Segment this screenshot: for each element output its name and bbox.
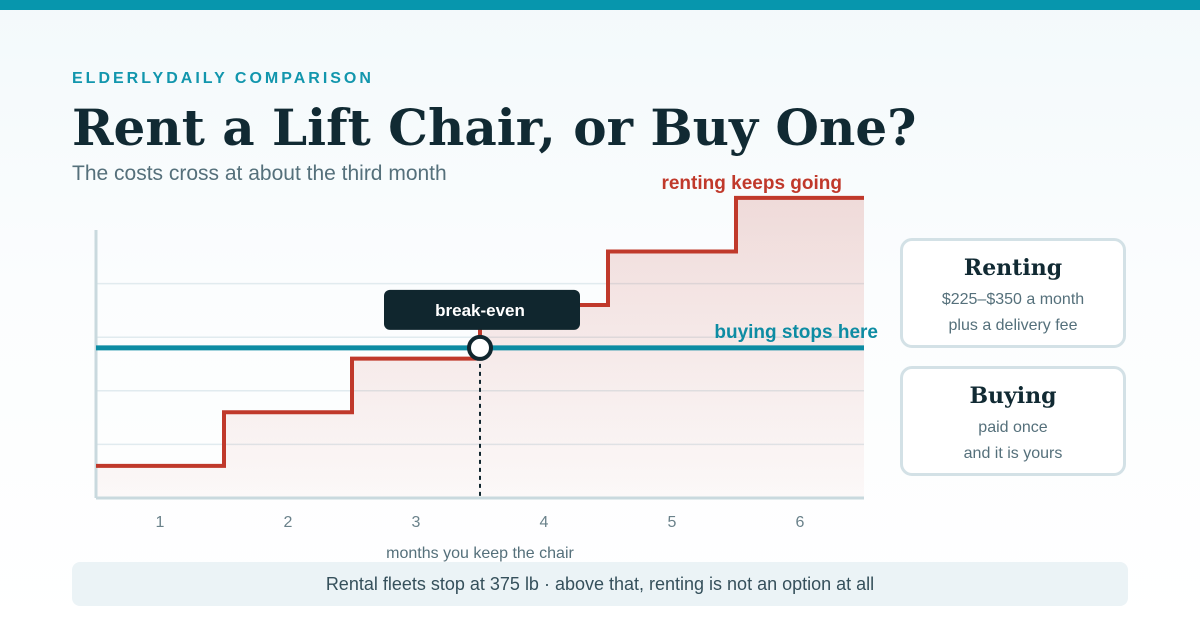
renting-cost-line bbox=[96, 195, 864, 468]
page-subtitle: The costs cross at about the third month bbox=[72, 162, 447, 185]
x-axis-label: months you keep the chair bbox=[386, 545, 574, 562]
buying-card-payment: paid once bbox=[978, 419, 1048, 436]
weight-limit-note: Rental fleets stop at 375 lb · above tha… bbox=[72, 562, 1128, 606]
x-tick-label: 3 bbox=[412, 514, 421, 531]
x-tick-labels: 1 2 3 4 5 6 bbox=[156, 514, 805, 531]
renting-card: Renting $225–$350 a month plus a deliver… bbox=[900, 238, 1126, 348]
renting-card-title: Renting bbox=[963, 255, 1063, 281]
renting-card-fee: plus a delivery fee bbox=[948, 317, 1078, 334]
break-even-label: break-even bbox=[435, 301, 525, 320]
buying-end-label: buying stops here bbox=[714, 322, 878, 343]
break-even-marker bbox=[467, 334, 493, 361]
x-tick-label: 2 bbox=[284, 514, 293, 531]
renting-end-label: renting keeps going bbox=[661, 173, 842, 194]
renting-card-price: $225–$350 a month bbox=[941, 291, 1085, 308]
eyebrow-label: ELDERLYDAILY COMPARISON bbox=[72, 70, 374, 87]
x-tick-label: 4 bbox=[540, 514, 549, 531]
page-title: Rent a Lift Chair, or Buy One? bbox=[72, 98, 917, 157]
x-tick-label: 5 bbox=[668, 514, 677, 531]
buying-card-ownership: and it is yours bbox=[963, 445, 1063, 462]
x-tick-label: 1 bbox=[156, 514, 165, 531]
x-tick-label: 6 bbox=[796, 514, 805, 531]
break-even-label-box bbox=[384, 289, 580, 330]
buying-card-title: Buying bbox=[969, 383, 1057, 409]
top-accent-bar bbox=[0, 0, 1200, 10]
buying-card: Buying paid once and it is yours bbox=[900, 366, 1126, 476]
